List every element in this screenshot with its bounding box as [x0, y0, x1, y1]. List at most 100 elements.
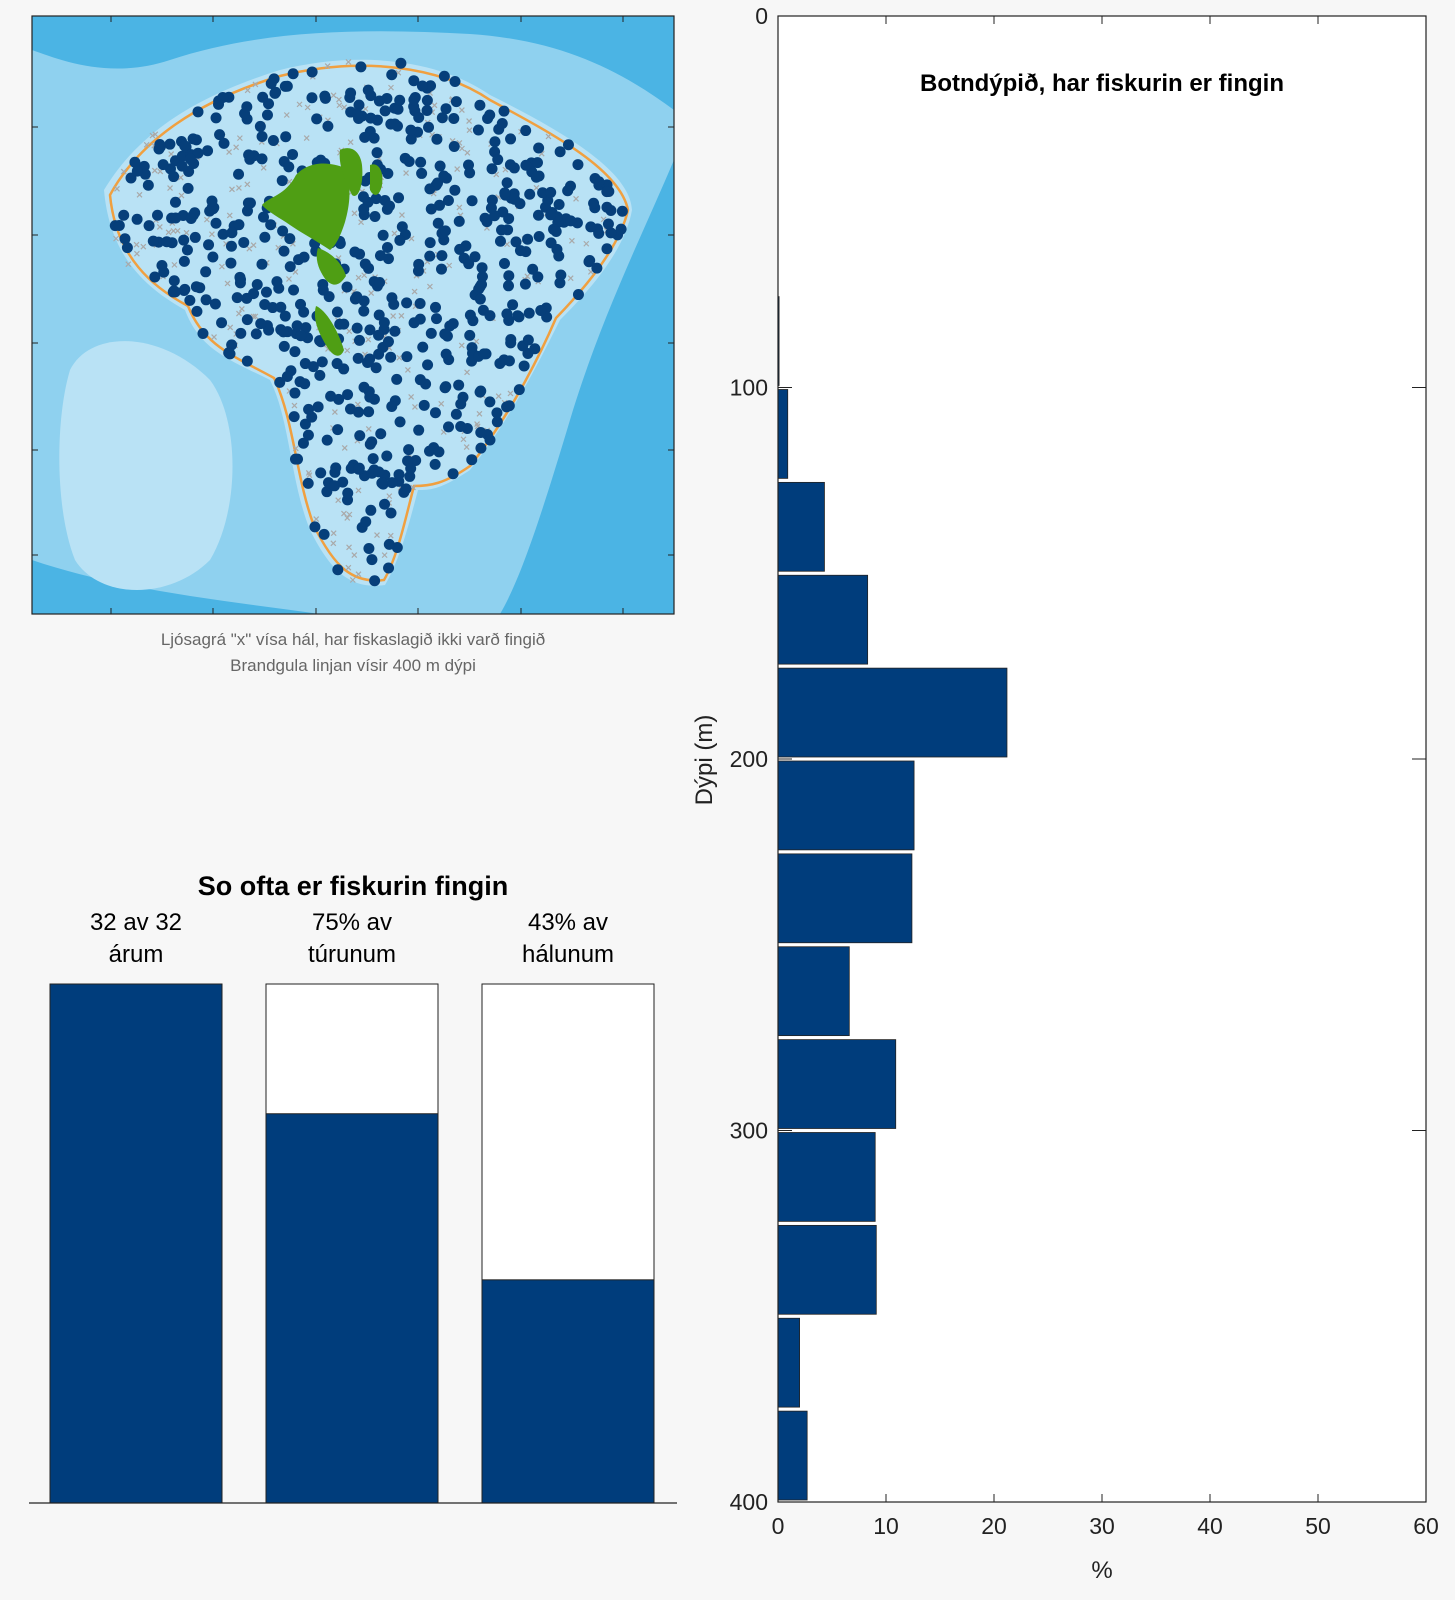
no-catch-x-marker — [583, 240, 590, 247]
catch-point — [337, 476, 349, 488]
catch-point — [489, 136, 501, 148]
catch-point — [157, 159, 169, 171]
histogram-xlabel: % — [1091, 1557, 1112, 1584]
catch-point — [318, 528, 330, 540]
catch-point — [415, 156, 427, 168]
catch-point — [421, 104, 433, 116]
catch-point — [169, 196, 181, 208]
catch-point — [359, 131, 371, 143]
catch-point — [234, 271, 246, 283]
catch-point — [394, 94, 406, 106]
no-catch-x-marker — [345, 564, 352, 571]
no-catch-x-marker — [252, 81, 259, 88]
catch-point — [382, 253, 394, 265]
no-catch-x-marker — [398, 312, 405, 319]
no-catch-x-marker — [335, 497, 342, 504]
catch-point — [179, 140, 191, 152]
catch-point — [449, 184, 461, 196]
no-catch-x-marker — [330, 92, 337, 99]
catch-point — [475, 442, 487, 454]
no-catch-x-marker — [404, 366, 411, 373]
catch-point — [214, 129, 226, 141]
catch-point — [585, 221, 597, 233]
catch-point — [284, 233, 296, 245]
no-catch-x-marker — [244, 181, 251, 188]
catch-point — [271, 276, 283, 288]
catch-point — [466, 195, 478, 207]
y-tick-label: 400 — [730, 1489, 768, 1515]
no-catch-x-marker — [211, 334, 217, 340]
catch-point — [425, 80, 437, 92]
catch-point — [381, 241, 393, 253]
catch-point — [289, 453, 301, 465]
catch-point — [405, 133, 417, 145]
catch-point — [355, 61, 367, 73]
catch-point — [143, 220, 155, 232]
catch-point — [450, 408, 462, 420]
land-east — [370, 164, 383, 195]
catch-point — [322, 120, 334, 132]
catch-point — [464, 329, 476, 341]
catch-point — [287, 148, 299, 160]
catch-point — [505, 133, 517, 145]
catch-point — [494, 357, 506, 369]
catch-point — [464, 167, 476, 179]
catch-point — [375, 428, 387, 440]
catch-point — [218, 137, 230, 149]
catch-point — [265, 219, 277, 231]
catch-point — [255, 318, 267, 330]
deep-water-band-top — [32, 16, 674, 110]
catch-point — [496, 224, 508, 236]
no-catch-x-marker — [408, 394, 415, 400]
no-catch-x-marker — [388, 84, 394, 91]
catch-point — [200, 294, 212, 306]
catch-point — [374, 276, 386, 288]
catch-point — [288, 411, 300, 423]
catch-point — [442, 195, 454, 207]
map-panel: Ljósagrá "x" vísa hál, har fiskaslagið i… — [0, 0, 700, 700]
depth-bar — [777, 574, 869, 665]
catch-point — [363, 406, 375, 418]
catch-point — [192, 106, 204, 118]
catch-point — [191, 305, 203, 317]
no-catch-x-marker — [226, 149, 233, 156]
catch-point — [389, 325, 401, 337]
catch-point — [238, 236, 250, 248]
catch-point — [501, 177, 513, 189]
catch-point — [486, 163, 498, 175]
catch-point — [453, 215, 465, 227]
catch-point — [413, 424, 425, 436]
x-tick-label: 0 — [772, 1513, 785, 1539]
no-catch-x-marker — [324, 63, 331, 69]
catch-point — [373, 329, 385, 341]
catch-point — [410, 455, 422, 467]
catch-point — [358, 295, 370, 307]
catch-point — [187, 133, 199, 145]
no-catch-x-marker — [178, 192, 185, 199]
catch-point — [302, 429, 314, 441]
catch-point — [373, 466, 385, 478]
catch-point — [385, 351, 397, 363]
catch-point — [349, 246, 361, 258]
catch-point — [184, 153, 196, 165]
no-catch-x-marker — [341, 104, 348, 111]
catch-point — [438, 170, 450, 182]
catch-point — [241, 205, 253, 217]
catch-point — [436, 250, 448, 262]
catch-point — [280, 131, 292, 143]
catch-point — [422, 359, 434, 371]
catch-point — [418, 399, 430, 411]
catch-point — [189, 231, 201, 243]
catch-point — [492, 154, 504, 166]
catch-point — [421, 94, 433, 106]
no-catch-x-marker — [459, 145, 465, 152]
catch-point — [368, 132, 380, 144]
catch-point — [379, 105, 391, 117]
catch-point — [210, 112, 222, 124]
catch-point — [440, 348, 452, 360]
catch-point — [400, 483, 412, 495]
catch-point — [601, 243, 613, 255]
catch-point — [254, 120, 266, 132]
catch-point — [439, 382, 451, 394]
no-catch-x-marker — [313, 516, 320, 522]
